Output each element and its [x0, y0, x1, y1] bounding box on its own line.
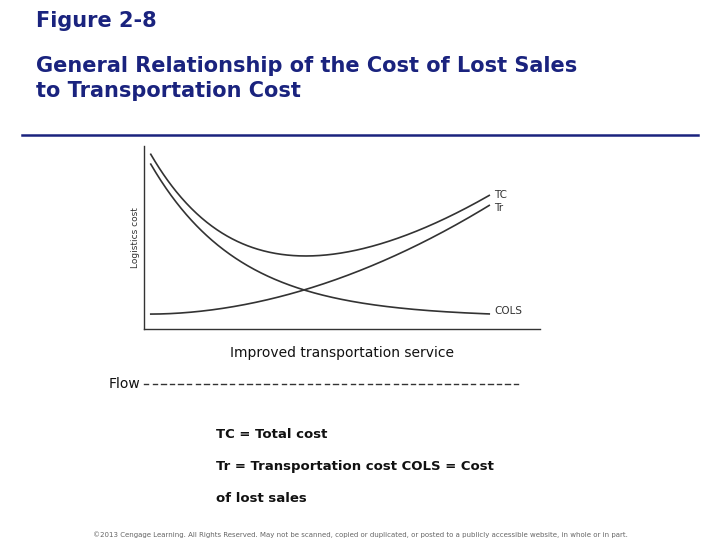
Text: Tr = Transportation cost COLS = Cost: Tr = Transportation cost COLS = Cost — [216, 460, 494, 473]
Text: TC = Total cost: TC = Total cost — [216, 428, 328, 441]
Text: Figure 2-8: Figure 2-8 — [36, 11, 157, 31]
Text: Flow: Flow — [109, 377, 140, 392]
Text: Improved transportation service: Improved transportation service — [230, 346, 454, 360]
Text: of lost sales: of lost sales — [216, 492, 307, 505]
Text: General Relationship of the Cost of Lost Sales
to Transportation Cost: General Relationship of the Cost of Lost… — [36, 56, 577, 101]
Text: Tr: Tr — [495, 203, 503, 213]
Text: TC: TC — [495, 191, 508, 200]
Text: COLS: COLS — [495, 306, 522, 316]
Y-axis label: Logistics cost: Logistics cost — [131, 207, 140, 268]
Text: ©2013 Cengage Learning. All Rights Reserved. May not be scanned, copied or dupli: ©2013 Cengage Learning. All Rights Reser… — [93, 531, 627, 538]
